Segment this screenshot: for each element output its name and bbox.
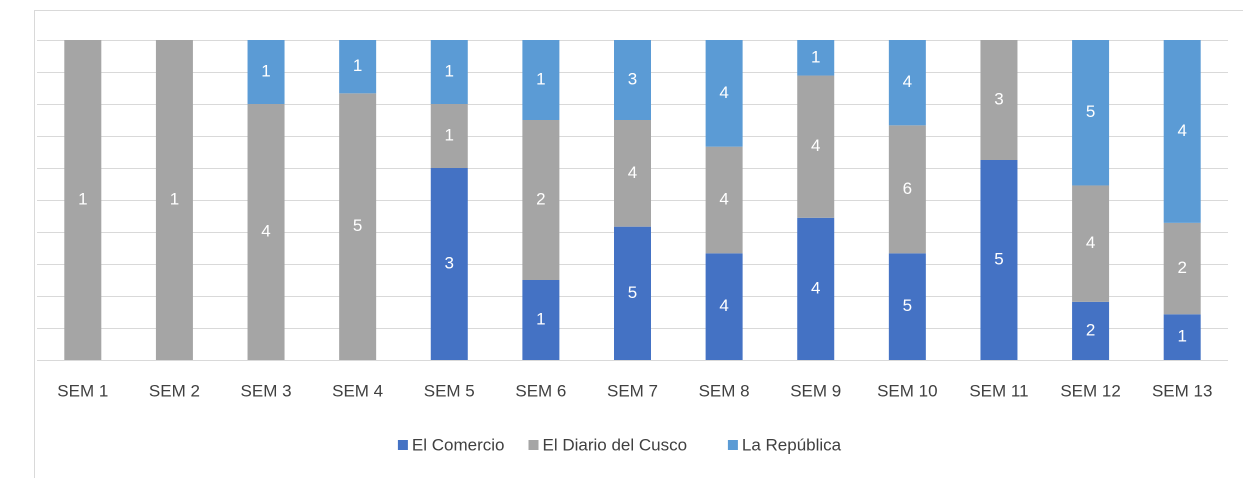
data-label: 1 bbox=[1177, 327, 1186, 346]
legend-swatch bbox=[528, 440, 539, 450]
bar-segment bbox=[64, 40, 102, 360]
bar-segment bbox=[247, 40, 285, 104]
data-label: 3 bbox=[445, 253, 454, 272]
data-label: 1 bbox=[445, 61, 454, 80]
bar-segment bbox=[888, 40, 926, 126]
bar-segment bbox=[1072, 185, 1110, 302]
x-tick-label: SEM 1 bbox=[57, 381, 108, 400]
bar-segment bbox=[339, 40, 377, 94]
data-label: 5 bbox=[903, 296, 912, 315]
data-label: 1 bbox=[353, 56, 362, 75]
x-tick-label: SEM 13 bbox=[1152, 381, 1212, 400]
data-label: 4 bbox=[628, 163, 637, 182]
bar-segment bbox=[1163, 222, 1201, 315]
bar-segment bbox=[1072, 40, 1110, 186]
x-tick-label: SEM 9 bbox=[790, 381, 841, 400]
data-label: 4 bbox=[1177, 121, 1186, 140]
data-label: 4 bbox=[811, 136, 820, 155]
data-label: 2 bbox=[1086, 320, 1095, 339]
data-label: 4 bbox=[719, 83, 728, 102]
data-label: 4 bbox=[811, 278, 820, 297]
data-label: 1 bbox=[811, 47, 820, 66]
data-label: 1 bbox=[536, 309, 545, 328]
bar-segment bbox=[430, 168, 468, 360]
data-label: 5 bbox=[628, 283, 637, 302]
bar-segment bbox=[430, 40, 468, 104]
bar-segment bbox=[522, 280, 560, 360]
data-label: 5 bbox=[994, 249, 1003, 268]
bar-segment bbox=[980, 160, 1018, 360]
data-label: 3 bbox=[994, 89, 1003, 108]
x-tick-label: SEM 2 bbox=[149, 381, 200, 400]
data-label: 2 bbox=[1177, 258, 1186, 277]
data-label: 1 bbox=[78, 189, 87, 208]
bar-segment bbox=[430, 104, 468, 168]
bar-segment bbox=[705, 146, 743, 254]
bar-segment bbox=[888, 253, 926, 360]
bar-segment bbox=[614, 40, 651, 120]
x-tick-label: SEM 10 bbox=[877, 381, 937, 400]
bar-segment bbox=[1163, 40, 1201, 223]
bar-segment bbox=[614, 120, 651, 227]
bar-segment bbox=[339, 93, 377, 360]
data-label: 1 bbox=[536, 69, 545, 88]
legend-swatch bbox=[727, 440, 738, 450]
legend-label: La República bbox=[742, 435, 842, 454]
bar-segment bbox=[522, 120, 560, 280]
data-label: 3 bbox=[628, 69, 637, 88]
x-tick-label: SEM 8 bbox=[699, 381, 750, 400]
bar-segment bbox=[980, 40, 1018, 160]
legend-label: El Comercio bbox=[412, 435, 505, 454]
bar-segment bbox=[1072, 301, 1110, 360]
bar-segment bbox=[614, 226, 651, 360]
data-label: 1 bbox=[261, 61, 270, 80]
bar-segment bbox=[705, 40, 743, 147]
x-tick-label: SEM 5 bbox=[424, 381, 475, 400]
bar-segment bbox=[1163, 314, 1201, 360]
bar-segment bbox=[705, 253, 743, 360]
data-label: 6 bbox=[903, 179, 912, 198]
bar-segment bbox=[797, 75, 835, 218]
chart-border bbox=[34, 10, 1243, 478]
legend-label: El Diario del Cusco bbox=[543, 435, 688, 454]
bar-segment bbox=[797, 217, 835, 360]
data-label: 4 bbox=[1086, 233, 1095, 252]
bar-segment bbox=[155, 40, 193, 360]
x-tick-label: SEM 6 bbox=[515, 381, 566, 400]
data-label: 1 bbox=[170, 189, 179, 208]
legend-swatch bbox=[397, 440, 408, 450]
x-tick-label: SEM 3 bbox=[241, 381, 292, 400]
data-label: 4 bbox=[719, 189, 728, 208]
x-tick-label: SEM 7 bbox=[607, 381, 658, 400]
bar-segment bbox=[522, 40, 560, 120]
bar-segment bbox=[888, 125, 926, 254]
data-label: 5 bbox=[1086, 102, 1095, 121]
data-label: 4 bbox=[261, 221, 270, 240]
data-label: 2 bbox=[536, 189, 545, 208]
bar-segment bbox=[247, 104, 285, 360]
data-label: 1 bbox=[445, 125, 454, 144]
x-tick-label: SEM 11 bbox=[969, 381, 1028, 400]
data-label: 4 bbox=[903, 72, 912, 91]
x-tick-label: SEM 12 bbox=[1060, 381, 1120, 400]
x-tick-label: SEM 4 bbox=[332, 381, 383, 400]
data-label: 5 bbox=[353, 216, 362, 235]
data-label: 4 bbox=[719, 296, 728, 315]
bar-segment bbox=[797, 40, 835, 76]
